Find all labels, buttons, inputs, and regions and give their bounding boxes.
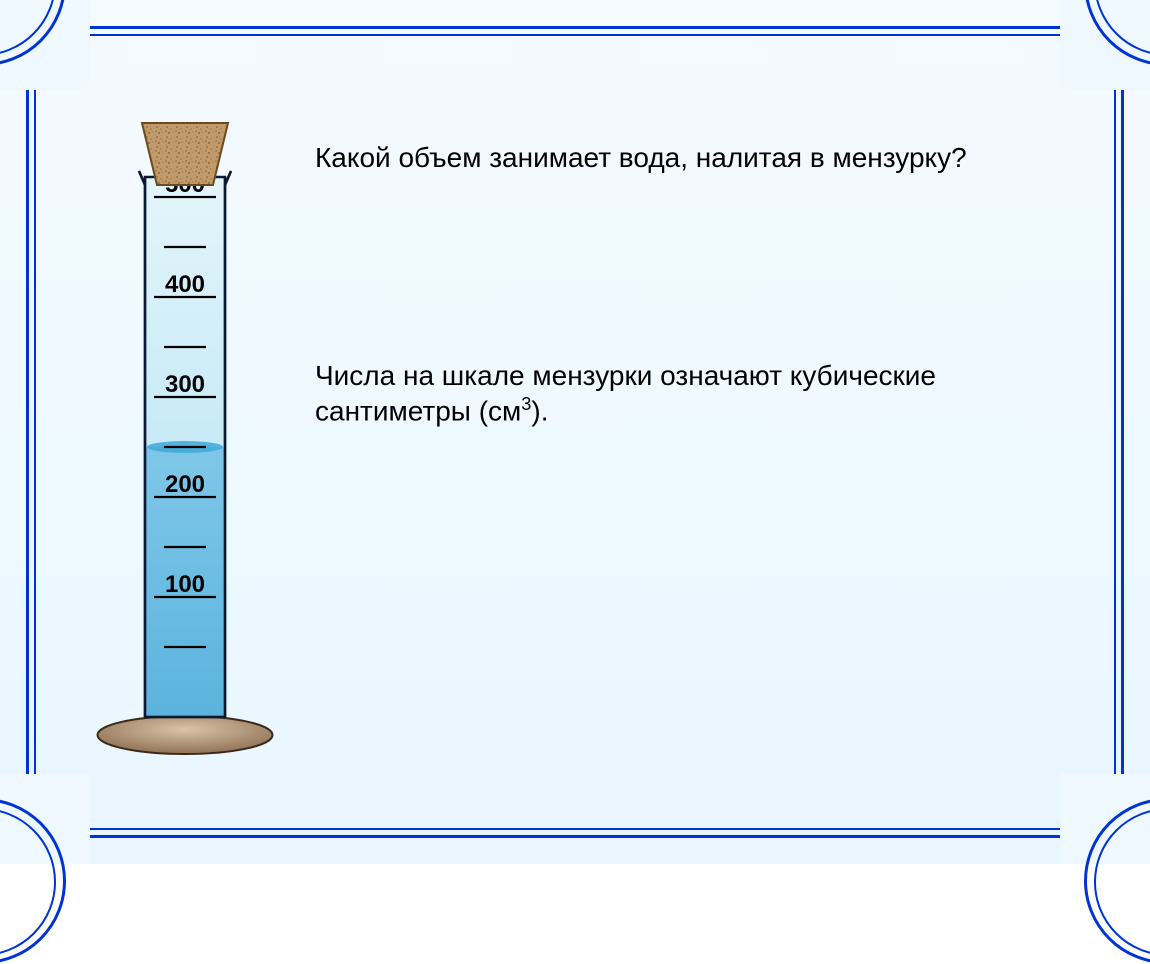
note-prefix: Числа на шкале мензурки означают кубичес… [315, 360, 936, 426]
svg-text:200: 200 [165, 471, 205, 498]
svg-text:100: 100 [165, 571, 205, 598]
graduated-cylinder-svg: 500400300200100 [95, 85, 275, 785]
note-suffix: ). [531, 395, 548, 426]
note-superscript: 3 [521, 394, 531, 414]
note-text: Числа на шкале мензурки означают кубичес… [315, 358, 1075, 428]
svg-text:300: 300 [165, 371, 205, 398]
graduated-cylinder: 500400300200100 [95, 85, 275, 765]
svg-text:400: 400 [165, 271, 205, 298]
question-text: Какой объем занимает вода, налитая в мен… [315, 140, 1075, 175]
